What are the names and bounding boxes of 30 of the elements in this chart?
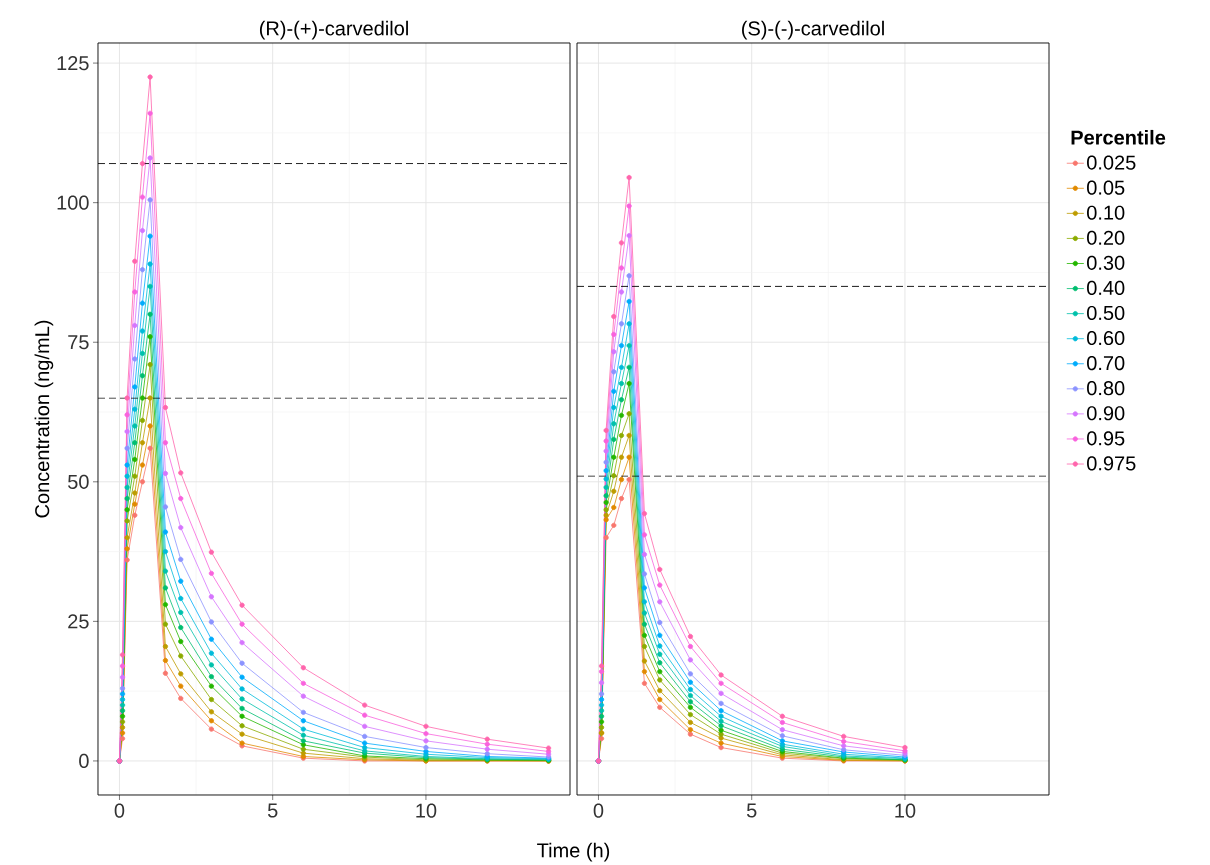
legend-label: 0.025 [1087, 155, 1136, 170]
legend-label: 0.50 [1087, 305, 1125, 321]
x-tick-label: 10 [895, 803, 916, 818]
legend-label: 0.90 [1087, 406, 1125, 421]
chart-title: (S)-(-)-carvedilol [742, 20, 884, 40]
y-axis-title: Concentration (ng/mL) [34, 320, 54, 518]
x-tick-label: 10 [416, 803, 437, 818]
y-tick-label: 100 [57, 195, 89, 210]
legend-label: 0.60 [1087, 330, 1125, 346]
legend-label: 0.975 [1087, 456, 1136, 471]
legend-label: 0.95 [1087, 431, 1125, 446]
y-tick-label: 50 [68, 474, 89, 489]
y-tick-label: 75 [68, 335, 89, 350]
x-axis-title: Time (h) [537, 842, 610, 862]
legend-label: 0.05 [1087, 180, 1125, 195]
chart-title: (R)-(+)-carvedilol [259, 20, 408, 40]
legend-label: 0.30 [1087, 255, 1125, 270]
legend-label: 0.70 [1087, 356, 1125, 371]
y-tick-label: 25 [68, 614, 89, 629]
x-tick-label: 5 [267, 803, 278, 818]
legend-label: 0.10 [1087, 205, 1125, 220]
y-tick-label: 0 [79, 753, 89, 769]
legend-title: Percentile [1071, 129, 1166, 145]
x-tick-label: 0 [114, 803, 125, 818]
x-tick-label: 5 [746, 803, 757, 818]
y-tick-label: 125 [57, 56, 89, 71]
legend-label: 0.80 [1087, 381, 1125, 396]
legend-label: 0.40 [1087, 280, 1125, 295]
x-tick-label: 0 [593, 803, 604, 818]
legend-label: 0.20 [1087, 230, 1125, 245]
